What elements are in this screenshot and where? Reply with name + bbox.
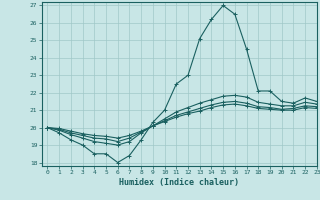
X-axis label: Humidex (Indice chaleur): Humidex (Indice chaleur) xyxy=(119,178,239,187)
